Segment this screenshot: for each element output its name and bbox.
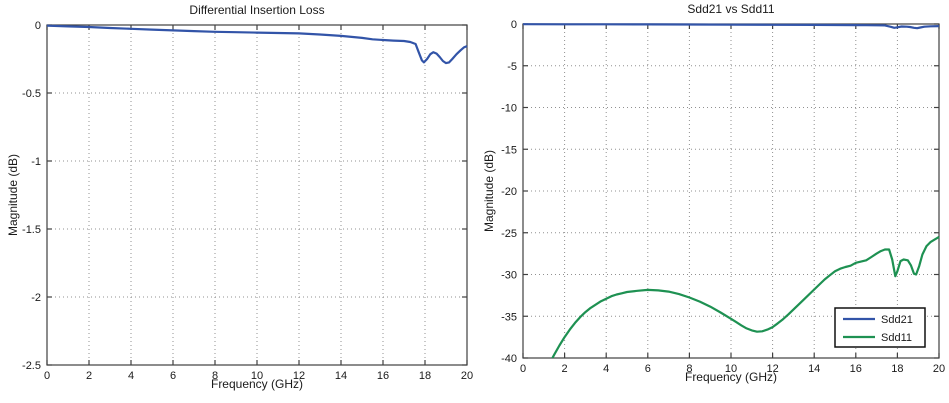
y-tick-label: -15 (501, 144, 517, 156)
x-tick-label: 6 (645, 363, 651, 375)
x-tick-label: 2 (562, 363, 568, 375)
x-tick-label: 12 (766, 363, 778, 375)
legend-label-Sdd11: Sdd11 (881, 332, 912, 344)
tick-labels-1: 0 2 4 6 8 10 12 14 16 18 20 0 -5 -10 -15 -20 -25 -30 -35 -4… (501, 19, 945, 375)
right-chart-ylabel: Magnitude (dB) (482, 149, 496, 233)
x-tick-label: 4 (603, 363, 609, 375)
legend: Sdd21 Sdd11 (834, 307, 926, 348)
y-tick-label: -5 (507, 61, 517, 73)
x-tick-label: 8 (686, 363, 692, 375)
right-chart-title: Sdd21 vs Sdd11 (687, 2, 775, 16)
x-tick-label: 10 (725, 363, 737, 375)
x-tick-label: 18 (419, 370, 431, 382)
x-tick-label: 0 (520, 363, 526, 375)
y-tick-label: -2.5 (22, 360, 41, 372)
x-tick-label: 16 (377, 370, 389, 382)
y-tick-label: -25 (501, 228, 517, 240)
y-tick-label: -2 (31, 292, 41, 304)
x-tick-label: 2 (86, 370, 92, 382)
y-tick-label: 0 (511, 19, 517, 31)
x-tick-label: 20 (933, 363, 945, 375)
x-tick-label: 16 (850, 363, 862, 375)
y-tick-label: -40 (501, 353, 517, 365)
series-Differential Insertion Loss (46, 24, 468, 65)
chart-1: 0 2 4 6 8 10 12 14 16 18 20 0 -5 -10 -15 -20 -25 -30 -35 -4… (501, 19, 945, 375)
y-tick-label: -30 (501, 270, 517, 282)
x-tick-label: 12 (293, 370, 305, 382)
y-tick-label: -1 (31, 156, 41, 168)
x-tick-label: 10 (251, 370, 263, 382)
chart-0: 0 2 4 6 8 10 12 14 16 18 20 0 -0.5 -1 -1.5 -2 -2.5 (22, 20, 473, 382)
x-tick-label: 20 (461, 370, 473, 382)
tick-labels-0: 0 2 4 6 8 10 12 14 16 18 20 0 -0.5 -1 -1.5 -2 -2.5 (22, 20, 473, 382)
x-tick-label: 6 (170, 370, 176, 382)
y-tick-label: -0.5 (22, 88, 41, 100)
x-tick-label: 0 (44, 370, 50, 382)
right-chart-xlabel: Frequency (GHz) (684, 370, 778, 384)
grid-1 (523, 24, 939, 358)
x-tick-label: 14 (808, 363, 820, 375)
left-chart-title: Differential Insertion Loss (189, 3, 325, 17)
y-tick-label: 0 (35, 20, 41, 32)
left-chart-ylabel: Magnitude (dB) (6, 153, 20, 237)
x-tick-label: 14 (335, 370, 347, 382)
y-tick-label: -1.5 (22, 224, 41, 236)
x-tick-label: 8 (212, 370, 218, 382)
axes-box-0 (46, 24, 468, 366)
series-Sdd21 (522, 23, 940, 30)
y-tick-label: -10 (501, 103, 517, 115)
x-tick-label: 4 (128, 370, 134, 382)
grid-0 (47, 25, 467, 365)
x-tick-label: 18 (891, 363, 903, 375)
left-chart-xlabel: Frequency (GHz) (210, 377, 304, 391)
y-tick-label: -20 (501, 186, 517, 198)
y-tick-label: -35 (501, 311, 517, 323)
series-Sdd11 (551, 235, 940, 358)
legend-label-Sdd21: Sdd21 (881, 314, 913, 326)
